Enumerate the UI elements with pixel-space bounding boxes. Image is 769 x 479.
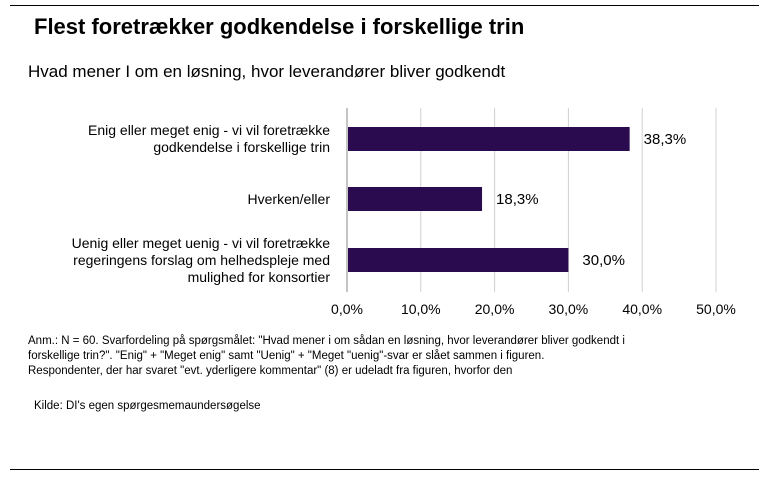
x-tick-label: 30,0% <box>549 301 589 317</box>
chart-source: Kilde: DI's egen spørgesmemaundersøgelse <box>34 400 261 412</box>
bar <box>348 187 483 211</box>
x-tick-label: 20,0% <box>475 301 515 317</box>
x-tick-label: 50,0% <box>696 301 736 317</box>
category-label-line: mulighed for konsortier <box>187 268 330 285</box>
category-label-line: Hverken/eller <box>247 190 330 207</box>
chart-note: Anm.: N = 60. Svarfordeling på spørgsmål… <box>28 334 756 379</box>
bar <box>348 127 630 151</box>
bottom-rule <box>10 469 759 470</box>
note-line: Respondenter, der har svaret "evt. yderl… <box>28 365 513 377</box>
chart-title: Flest foretrækker godkendelse i forskell… <box>34 14 525 39</box>
x-tick-label: 40,0% <box>622 301 662 317</box>
data-label: 30,0% <box>582 252 625 269</box>
bar-chart: 0,0% 10,0% 20,0% 30,0% 40,0% 50,0% 38,3% 18,3% 3… <box>331 108 736 317</box>
chart-subtitle: Hvad mener I om en løsning, hvor leveran… <box>28 62 506 81</box>
data-label: 18,3% <box>496 191 539 208</box>
category-label: Hverken/eller <box>10 191 330 208</box>
category-label-line: Enig eller meget enig - vi vil foretrækk… <box>88 122 330 138</box>
data-label: 38,3% <box>644 131 687 148</box>
x-tick-label: 10,0% <box>401 301 441 317</box>
bar <box>348 248 569 272</box>
category-label-line: Uenig eller meget uenig - vi vil foretræ… <box>71 234 330 251</box>
note-line: Anm.: N = 60. Svarfordeling på spørgsmål… <box>28 335 625 347</box>
category-label: Uenig eller meget uenig - vi vil foretræ… <box>10 235 330 286</box>
x-tick-label: 0,0% <box>331 301 363 317</box>
top-rule <box>10 5 759 6</box>
category-label-line: godkendelse i forskellige trin <box>153 139 330 155</box>
note-line: forskellige trin?". "Enig" + "Meget enig… <box>28 350 545 362</box>
category-label-line: regeringens forslag om helhedspleje med <box>73 251 330 268</box>
category-label: Enig eller meget enig - vi vil foretrækk… <box>10 122 330 156</box>
